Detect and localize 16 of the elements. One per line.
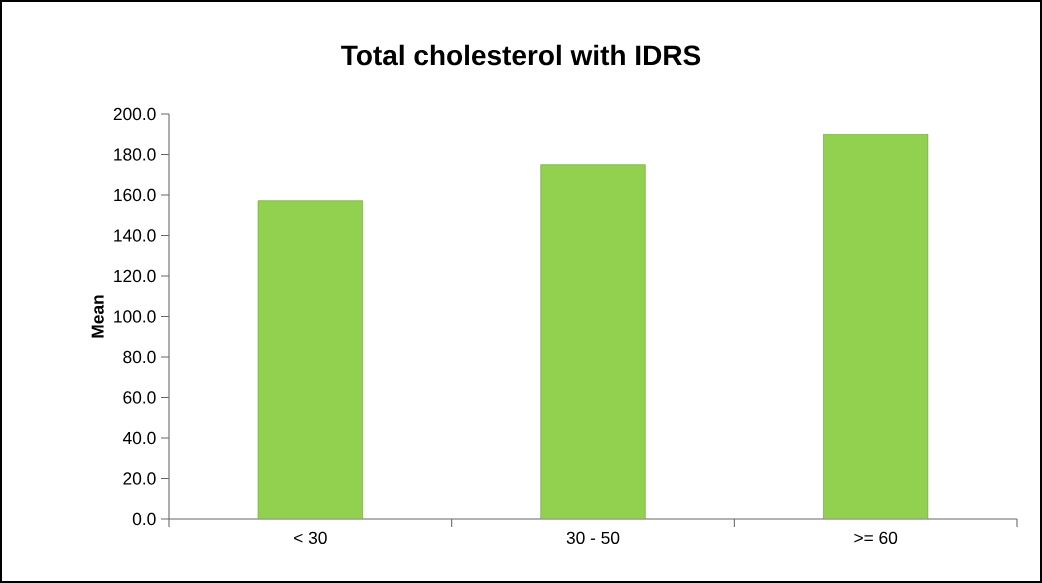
x-tick-label: 30 - 50 (566, 531, 620, 544)
y-tick-label: 60.0 (123, 391, 156, 404)
y-tick-label: 200.0 (113, 107, 156, 121)
chart-title: Total cholesterol with IDRS (341, 44, 701, 66)
y-tick-label: 0.0 (132, 512, 156, 526)
y-tick-label: 120.0 (114, 269, 156, 283)
x-tick-label: < 30 (294, 531, 327, 544)
y-tick-label: 80.0 (123, 350, 156, 364)
y-tick-label: 100.0 (114, 310, 156, 323)
y-axis-title: Mean (91, 295, 104, 338)
y-tick-label: 40.0 (122, 431, 156, 445)
y-tick-label: 160.0 (114, 188, 156, 202)
x-tick-label: >= 60 (854, 531, 898, 544)
y-tick-label: 140.0 (114, 229, 156, 242)
y-tick-label: 180.0 (114, 148, 156, 161)
y-tick-label: 20.0 (123, 472, 156, 485)
